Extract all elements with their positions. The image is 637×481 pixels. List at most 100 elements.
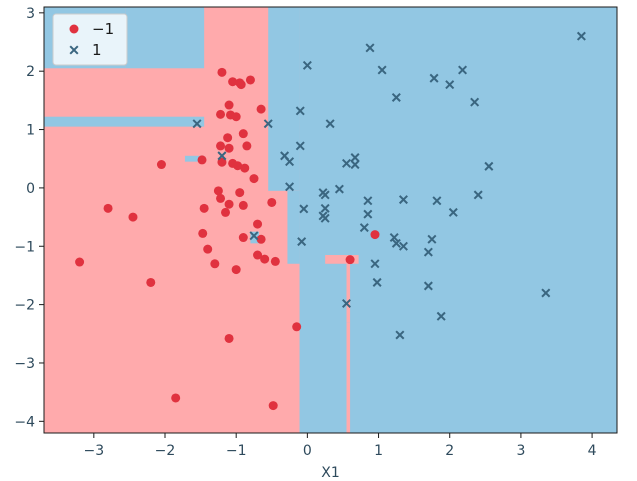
- point-neg: [224, 199, 234, 209]
- point-neg: [242, 141, 252, 151]
- point-pos: [350, 153, 360, 163]
- legend-marker-pos: [69, 45, 79, 55]
- point-neg: [213, 186, 223, 196]
- data-points: [75, 31, 586, 411]
- point-neg: [238, 233, 248, 243]
- point-neg: [103, 203, 113, 213]
- point-pos: [389, 232, 399, 243]
- point-neg: [256, 104, 266, 114]
- point-neg: [146, 277, 156, 287]
- plot-frame: [43, 6, 618, 434]
- point-pos: [325, 119, 335, 129]
- legend-marker-neg: [69, 24, 79, 34]
- point-neg: [224, 143, 234, 153]
- point-pos: [432, 196, 442, 206]
- point-pos: [342, 298, 352, 308]
- point-pos: [299, 204, 309, 214]
- decision-region-pos: [287, 190, 300, 264]
- point-neg: [249, 174, 259, 184]
- decision-region-pos: [184, 155, 205, 162]
- point-pos: [470, 97, 480, 107]
- x-tick-label: 4: [588, 443, 597, 459]
- point-pos: [217, 151, 227, 161]
- point-neg: [292, 322, 302, 332]
- point-pos: [249, 231, 259, 241]
- point-pos: [302, 60, 312, 70]
- point-neg: [231, 112, 241, 122]
- x-tick-label: −2: [155, 443, 176, 459]
- point-pos: [398, 195, 408, 205]
- point-pos: [541, 288, 551, 298]
- point-pos: [576, 31, 586, 41]
- point-pos: [350, 160, 360, 170]
- point-neg: [260, 254, 270, 264]
- point-neg: [233, 161, 243, 171]
- point-pos: [448, 207, 458, 217]
- point-neg: [240, 163, 250, 173]
- point-pos: [295, 106, 305, 116]
- point-neg: [231, 265, 241, 275]
- x-tick-label: 2: [445, 443, 454, 459]
- y-tick-label: −1: [14, 239, 35, 255]
- x-axis-ticks: −3 −2 −1 0 1 2 3 4: [84, 433, 597, 459]
- point-pos: [391, 238, 401, 248]
- point-neg: [245, 75, 255, 85]
- x-tick-label: 1: [374, 443, 383, 459]
- point-pos: [395, 330, 405, 340]
- point-pos: [423, 281, 433, 291]
- y-tick-label: −4: [14, 414, 35, 430]
- point-pos: [192, 119, 202, 129]
- point-pos: [484, 161, 494, 171]
- point-pos: [285, 182, 295, 192]
- point-pos: [370, 259, 380, 269]
- legend-label-pos: 1: [92, 41, 102, 59]
- point-neg: [224, 100, 234, 110]
- point-neg: [210, 259, 220, 269]
- point-neg: [236, 80, 246, 90]
- point-neg: [238, 200, 248, 210]
- point-neg: [253, 219, 263, 229]
- point-neg: [235, 188, 245, 198]
- legend: −11: [52, 13, 128, 66]
- point-pos: [359, 223, 369, 233]
- point-pos: [458, 65, 468, 75]
- y-tick-label: 3: [26, 6, 35, 22]
- y-tick-label: 2: [26, 64, 35, 80]
- point-neg: [256, 234, 266, 244]
- point-neg: [253, 250, 263, 260]
- y-tick-label: 0: [26, 181, 35, 197]
- point-pos: [365, 43, 375, 53]
- x-tick-label: 0: [303, 443, 312, 459]
- y-axis-ticks: −4 −3 −2 −1 0 1 2 3: [14, 6, 44, 430]
- point-pos: [320, 190, 330, 200]
- x-tick-label: −3: [84, 443, 105, 459]
- decision-region-neg: [346, 322, 351, 433]
- point-neg: [228, 77, 238, 87]
- point-neg: [216, 141, 226, 151]
- x-tick-label: 3: [516, 443, 525, 459]
- legend-label-neg: −1: [92, 20, 114, 38]
- point-pos: [297, 237, 307, 247]
- point-pos: [372, 277, 382, 287]
- point-pos: [398, 241, 408, 251]
- point-neg: [223, 133, 233, 143]
- point-pos: [285, 157, 295, 167]
- point-neg: [217, 67, 227, 77]
- point-pos: [473, 190, 483, 200]
- decision-region-pos: [44, 116, 205, 127]
- point-neg: [216, 193, 226, 203]
- point-pos: [436, 311, 446, 321]
- point-neg: [199, 203, 209, 213]
- point-pos: [342, 158, 352, 168]
- point-pos: [445, 80, 455, 90]
- point-pos: [263, 119, 273, 129]
- point-pos: [295, 141, 305, 151]
- y-tick-label: 1: [26, 123, 35, 139]
- point-neg: [128, 212, 138, 222]
- point-neg: [171, 393, 181, 403]
- point-neg: [268, 401, 278, 411]
- point-neg: [221, 207, 231, 217]
- decision-region-pos: [268, 7, 300, 191]
- point-neg: [197, 155, 207, 165]
